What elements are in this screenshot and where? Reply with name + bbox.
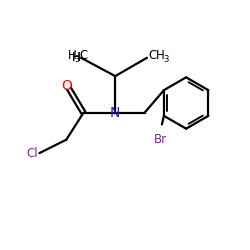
Text: 3: 3 <box>163 55 168 64</box>
Text: Cl: Cl <box>26 146 38 160</box>
Text: 3: 3 <box>74 55 80 64</box>
Text: N: N <box>110 106 120 120</box>
Text: H: H <box>72 51 80 64</box>
Text: H: H <box>68 49 76 62</box>
Text: H: H <box>156 49 165 62</box>
Text: C: C <box>148 49 156 62</box>
Text: Br: Br <box>154 133 167 146</box>
Text: O: O <box>61 79 72 93</box>
Text: C: C <box>80 49 88 62</box>
Text: H: H <box>72 51 81 64</box>
